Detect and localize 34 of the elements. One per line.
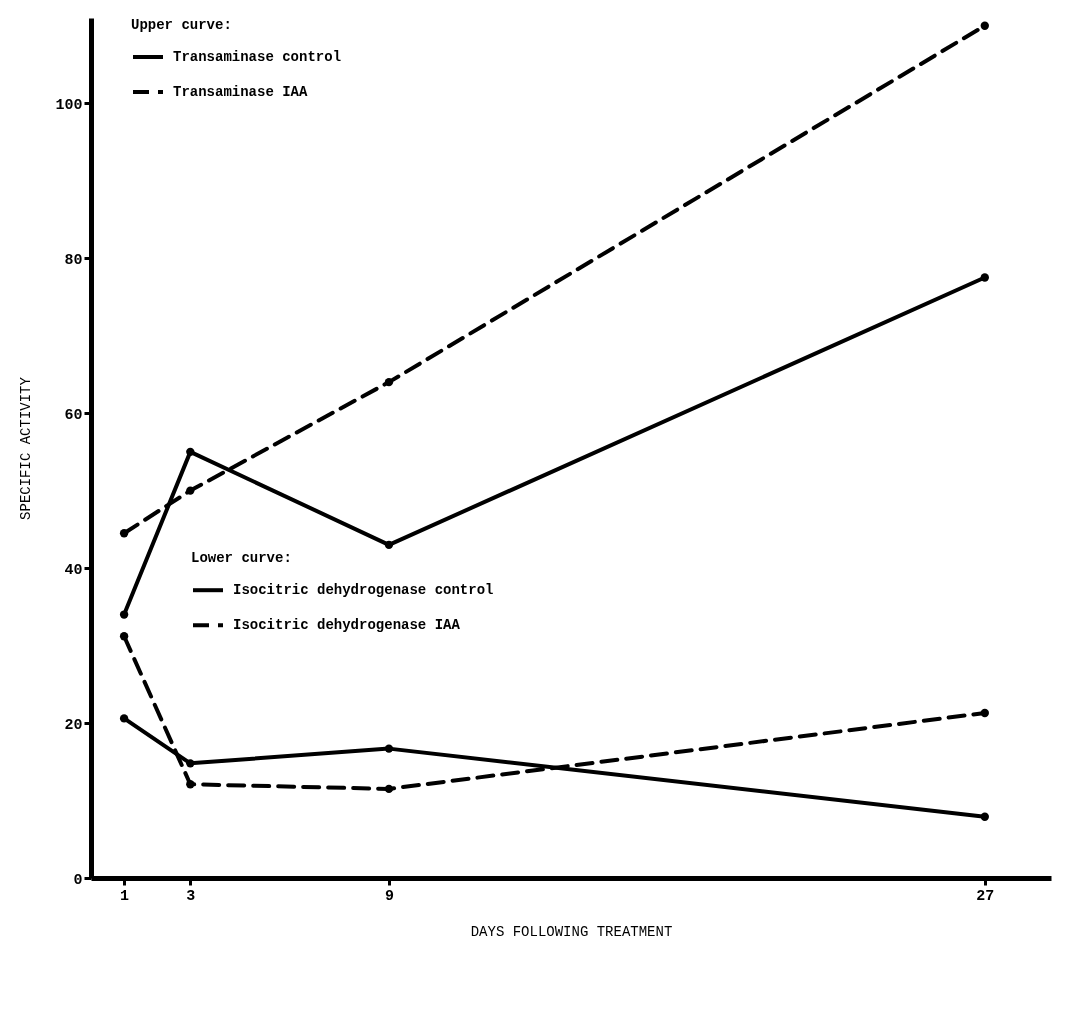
legend-label: Transaminase control [173, 49, 342, 65]
y-axis-title: SPECIFIC ACTIVITY [18, 376, 35, 520]
x-tick-label: 1 [120, 887, 130, 905]
point [980, 708, 989, 718]
annotation: Upper curve: [131, 17, 232, 33]
y-tick-label: 40 [64, 561, 83, 579]
legend-label: Isocitric dehydrogenase control [233, 582, 494, 599]
legend-label: Isocitric dehydrogenase IAA [233, 617, 461, 634]
y-tick-label: 20 [64, 716, 83, 734]
point [980, 21, 989, 30]
y-tick-label: 80 [64, 251, 83, 269]
point [119, 714, 129, 723]
point [980, 812, 989, 821]
y-tick-label: 100 [55, 96, 83, 114]
point [119, 632, 129, 641]
x-axis-title: DAYS FOLLOWING TREATMENT [470, 923, 673, 940]
point [186, 447, 195, 457]
point [119, 610, 129, 619]
annotation: Lower curve: [191, 550, 292, 567]
x-tick-label: 9 [384, 887, 394, 905]
x-tick-label: 3 [186, 887, 196, 905]
point [384, 744, 394, 753]
point [980, 273, 989, 282]
point [384, 784, 394, 794]
point [384, 540, 394, 550]
point [186, 486, 195, 495]
x-tick-label: 27 [976, 887, 995, 905]
point [186, 780, 195, 789]
legend-label: Transaminase IAA [173, 84, 309, 100]
point [384, 377, 394, 387]
point [119, 529, 129, 538]
point [186, 759, 195, 768]
y-tick-label: 0 [73, 871, 83, 889]
y-tick-label: 60 [64, 406, 83, 424]
